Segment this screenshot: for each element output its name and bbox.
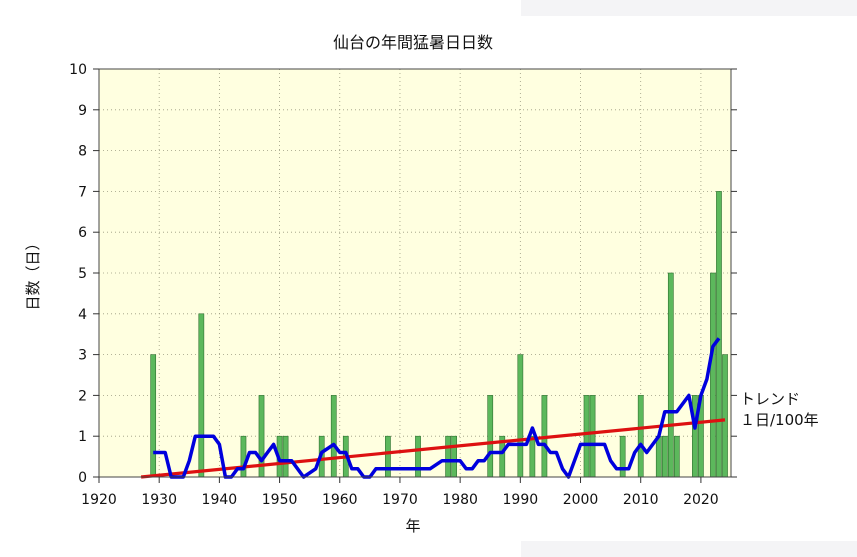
bar-2016 — [673, 435, 680, 478]
y-tick-label: 3 — [78, 348, 87, 364]
bar-1978 — [445, 435, 451, 478]
bar-2024 — [722, 354, 728, 478]
bar-2002 — [589, 395, 596, 478]
gridlines — [99, 69, 731, 477]
bar-2013 — [655, 435, 662, 478]
y-tick-label: 1 — [78, 429, 87, 445]
bar-1992 — [529, 435, 536, 478]
x-tick-label: 2010 — [623, 492, 659, 508]
bar-1929 — [150, 354, 157, 478]
bar-1973 — [415, 435, 421, 478]
y-tick-label: 6 — [78, 225, 87, 241]
bar-1937 — [198, 313, 205, 478]
axis-ticks: 0 1 2 3 4 5 6 7 8 9 10 1920 1930 1940 1950 1960 1970 1980… — [69, 62, 737, 508]
x-tick-label: 1930 — [141, 492, 177, 508]
moving-average-line — [153, 337, 721, 479]
y-tick-label: 10 — [69, 62, 87, 78]
bar-1944 — [240, 435, 247, 478]
bar-1951 — [282, 435, 289, 478]
footer-strip — [521, 541, 857, 557]
bar-2007 — [619, 435, 626, 478]
y-axis-label: 日数（日） — [24, 235, 42, 310]
bar-2022 — [710, 272, 716, 478]
header-strip — [521, 0, 857, 16]
trend-label-line2: １日/100年 — [740, 411, 819, 429]
y-tick-label: 7 — [78, 184, 87, 200]
x-tick-label: 1950 — [262, 492, 298, 508]
x-tick-label: 1920 — [81, 492, 117, 508]
bar-1968 — [385, 435, 391, 478]
y-tick-label: 0 — [78, 470, 87, 486]
x-tick-label: 2000 — [563, 492, 599, 508]
bar-2015 — [667, 272, 674, 478]
x-tick-label: 1960 — [322, 492, 358, 508]
x-tick-label: 1970 — [382, 492, 418, 508]
x-tick-label: 2020 — [683, 492, 719, 508]
bar-2019 — [692, 395, 698, 478]
chart-title: 仙台の年間猛暑日日数 — [333, 33, 493, 52]
bar-1979 — [451, 435, 457, 478]
y-tick-label: 8 — [78, 144, 87, 160]
bar-2023 — [716, 191, 722, 478]
x-tick-label: 1990 — [503, 492, 539, 508]
x-axis-label: 年 — [405, 517, 420, 535]
bar-2010 — [637, 395, 644, 478]
y-tick-label: 5 — [78, 266, 87, 282]
bar-1959 — [330, 395, 337, 478]
bar-2001 — [583, 395, 590, 478]
trend-label-line1: トレンド — [740, 390, 800, 408]
bar-2014 — [661, 435, 668, 478]
y-tick-label: 4 — [78, 307, 87, 323]
y-tick-label: 9 — [78, 103, 87, 119]
x-tick-label: 1940 — [202, 492, 238, 508]
bar-1985 — [487, 395, 494, 478]
bar-1990 — [517, 354, 524, 478]
y-tick-label: 2 — [78, 388, 87, 404]
x-tick-label: 1980 — [442, 492, 478, 508]
